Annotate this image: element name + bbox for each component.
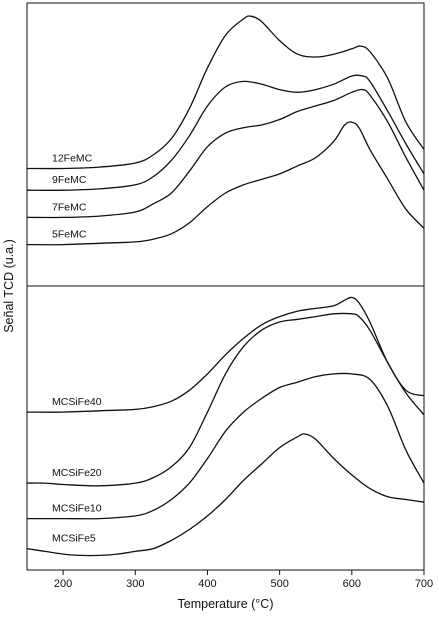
series-label-MCSiFe10: MCSiFe10: [52, 503, 102, 515]
x-tick-label-300: 300: [126, 578, 144, 590]
x-axis-ticks: 200 300 400 500 600 700: [54, 570, 433, 590]
series-label-5FeMC: 5FeMC: [52, 229, 87, 241]
series-line-12FeMC: [26, 15, 425, 170]
x-tick-label-400: 400: [198, 578, 216, 590]
curves: [26, 15, 425, 557]
series-labels: 12FeMC 9FeMC 7FeMC 5FeMC MCSiFe40 MCSiFe20 MCS…: [52, 153, 102, 545]
x-tick-label-500: 500: [270, 578, 288, 590]
series-line-MCSiFe20: [26, 312, 425, 487]
series-line-MCSiFe5: [26, 433, 425, 557]
x-tick-label-700: 700: [415, 578, 433, 590]
series-label-7FeMC: 7FeMC: [52, 201, 87, 213]
series-label-MCSiFe40: MCSiFe40: [52, 396, 102, 408]
y-axis-label: Señal TCD (u.a.): [2, 239, 16, 333]
series-label-12FeMC: 12FeMC: [52, 153, 93, 165]
series-line-MCSiFe10: [26, 372, 425, 520]
series-line-5FeMC: [26, 121, 425, 246]
series-label-MCSiFe5: MCSiFe5: [52, 533, 96, 545]
series-label-9FeMC: 9FeMC: [52, 174, 87, 186]
series-label-MCSiFe20: MCSiFe20: [52, 467, 102, 479]
x-axis-label: Temperature (°C): [178, 597, 274, 611]
series-line-MCSiFe40: [26, 296, 425, 413]
x-tick-label-200: 200: [54, 578, 72, 590]
series-line-7FeMC: [26, 88, 425, 219]
series-line-9FeMC: [26, 74, 425, 191]
x-tick-label-600: 600: [343, 578, 361, 590]
